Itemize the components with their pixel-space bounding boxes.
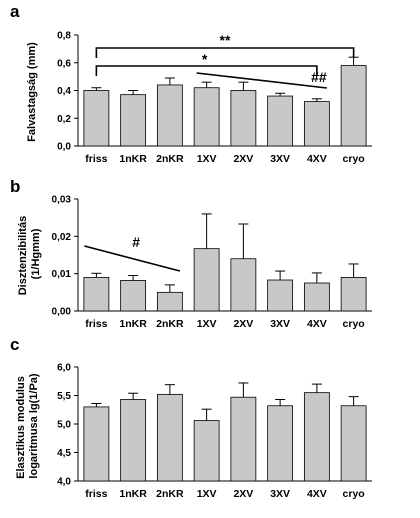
bar-friss	[83, 90, 110, 147]
category-label-cryo: cryo	[343, 488, 365, 500]
category-label-1XV: 1XV	[197, 488, 217, 500]
bar-4XV	[303, 282, 330, 312]
bar-4XV	[303, 392, 330, 482]
panel-a-letter: a	[10, 2, 20, 21]
panel-b: b Disztenzibilitás (1/Hgmm) 0,00 0,01 0,02…	[10, 177, 372, 330]
panel-c: c Elasztikus modulus logaritmusa lg(1/Pa…	[10, 335, 372, 500]
category-label-1nKR: 1nKR	[119, 318, 147, 330]
y-tick-label: 0,02	[52, 232, 72, 243]
bar-2XV	[230, 396, 257, 482]
category-label-3XV: 3XV	[270, 318, 290, 330]
panel-c-ylabel-line2: logaritmusa lg(1/Pa)	[28, 373, 40, 478]
category-label-2XV: 2XV	[233, 153, 253, 165]
category-label-2nKR: 2nKR	[156, 318, 184, 330]
significance-label: **	[220, 32, 231, 48]
category-label-1XV: 1XV	[197, 318, 217, 330]
panel-a-ylabel: Falvastagság (mm)	[26, 42, 38, 142]
category-label-3XV: 3XV	[270, 488, 290, 500]
panel-a: a Falvastagság (mm) 0,0 0,2 0,4 0,6 0,8 friss…	[10, 2, 372, 165]
category-label-3XV: 3XV	[270, 153, 290, 165]
category-label-friss: friss	[85, 488, 107, 500]
category-label-1nKR: 1nKR	[119, 153, 147, 165]
panel-b-ylabel-line2: (1/Hgmm)	[30, 228, 42, 279]
y-tick-label: 5,5	[57, 391, 71, 402]
bar-friss	[83, 406, 110, 482]
category-label-4XV: 4XV	[307, 153, 327, 165]
y-tick-label: 0,0	[57, 142, 71, 153]
category-label-friss: friss	[85, 153, 107, 165]
category-label-2nKR: 2nKR	[156, 153, 184, 165]
bar-2nKR	[156, 84, 183, 147]
panel-c-plot: 4,0 4,5 5,0 5,5 6,0 friss 1nKR 2nKR 1XV 2XV 3XV 4XV…	[57, 363, 372, 500]
panel-c-letter: c	[10, 335, 19, 354]
bar-1XV	[193, 248, 220, 312]
category-label-4XV: 4XV	[307, 488, 327, 500]
panel-b-ylabel: Disztenzibilitás (1/Hgmm)	[17, 213, 42, 296]
category-label-1XV: 1XV	[197, 153, 217, 165]
bar-cryo	[340, 405, 367, 482]
y-tick-label: 0,2	[57, 114, 71, 125]
significance-label: *	[202, 51, 208, 67]
panel-c-ylabel: Elasztikus modulus logaritmusa lg(1/Pa)	[15, 373, 40, 479]
bar-1nKR	[120, 399, 147, 482]
panel-b-ylabel-line1: Disztenzibilitás	[17, 216, 29, 295]
category-label-2XV: 2XV	[233, 318, 253, 330]
bar-2XV	[230, 258, 257, 312]
category-label-2XV: 2XV	[233, 488, 253, 500]
bracket-friss-4XV	[95, 65, 318, 76]
category-label-cryo: cryo	[343, 318, 365, 330]
bar-cryo	[340, 276, 367, 312]
y-tick-label: 0,4	[57, 86, 71, 97]
bar-1nKR	[120, 94, 147, 147]
y-tick-label: 4,0	[57, 477, 71, 488]
panel-a-plot: 0,0 0,2 0,4 0,6 0,8 friss 1nKR 2nKR 1XV 2XV 3XV 4XV…	[57, 31, 372, 165]
bar-1XV	[193, 420, 220, 482]
y-tick-label: 5,0	[57, 420, 71, 431]
bar-cryo	[340, 65, 367, 147]
trend-line-friss-2nKR	[84, 245, 181, 272]
bar-2nKR	[156, 393, 183, 482]
trend-line-1XV-4XV	[196, 72, 327, 89]
y-tick-label: 0,01	[52, 269, 72, 280]
bar-1nKR	[120, 279, 147, 312]
category-label-cryo: cryo	[343, 153, 365, 165]
y-tick-label: 6,0	[57, 363, 71, 374]
bar-1XV	[193, 87, 220, 147]
bar-4XV	[303, 101, 330, 147]
significance-label: ##	[311, 69, 327, 85]
y-tick-label: 0,8	[57, 31, 71, 42]
y-tick-label: 0,6	[57, 58, 71, 69]
y-tick-label: 4,5	[57, 448, 71, 459]
bar-3XV	[267, 405, 294, 482]
panel-c-ylabel-line1: Elasztikus modulus	[15, 376, 27, 479]
significance-label: #	[132, 234, 140, 250]
category-label-friss: friss	[85, 318, 107, 330]
category-label-1nKR: 1nKR	[119, 488, 147, 500]
bracket-friss-cryo	[95, 47, 355, 58]
bar-2XV	[230, 90, 257, 147]
bar-friss	[83, 276, 110, 312]
category-label-2nKR: 2nKR	[156, 488, 184, 500]
bar-3XV	[267, 279, 294, 312]
bar-3XV	[267, 95, 294, 147]
panel-b-letter: b	[10, 177, 20, 196]
category-label-4XV: 4XV	[307, 318, 327, 330]
bar-2nKR	[156, 291, 183, 312]
panel-b-plot: 0,00 0,01 0,02 0,03 friss 1nKR 2nKR 1XV 2XV 3XV 4X…	[52, 195, 372, 330]
y-tick-label: 0,00	[52, 307, 72, 318]
y-tick-label: 0,03	[52, 195, 72, 206]
